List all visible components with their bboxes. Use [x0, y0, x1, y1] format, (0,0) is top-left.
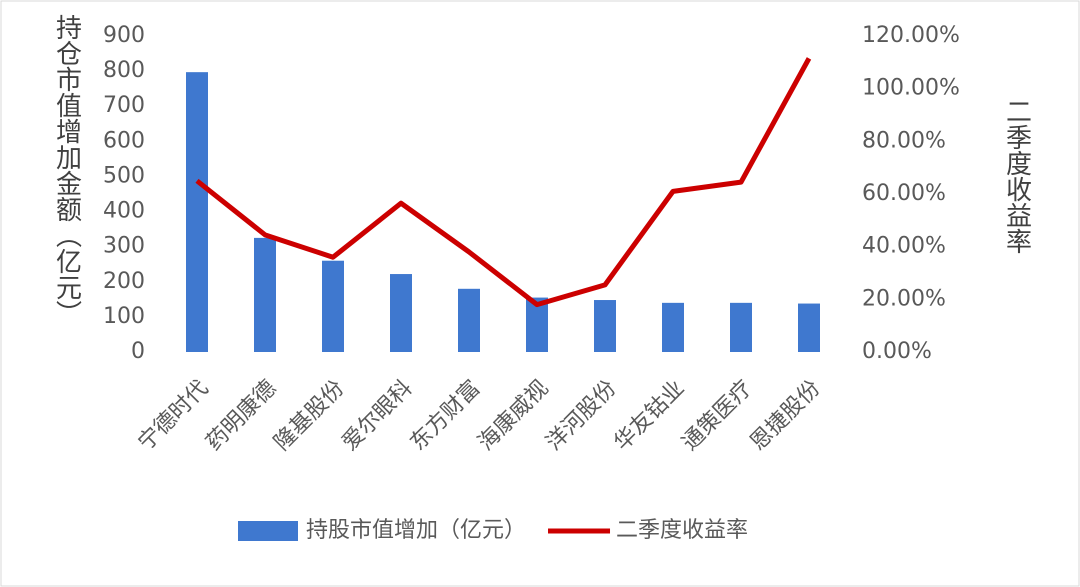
- y2-tick-label: 20.00%: [862, 286, 946, 311]
- y2-tick-label: 60.00%: [862, 181, 946, 206]
- y-axis-title: 持仓市值增加金额（亿元）: [52, 14, 82, 326]
- y-tick-label: 400: [103, 199, 145, 224]
- y-tick-label: 100: [103, 304, 145, 329]
- y2-tick-label: 0.00%: [862, 339, 932, 364]
- bar: [662, 302, 684, 352]
- legend-label: 二季度收益率: [616, 518, 748, 543]
- bar: [254, 237, 276, 352]
- y-tick-label: 0: [131, 339, 145, 364]
- legend-swatch: [238, 521, 298, 541]
- bar: [594, 300, 616, 352]
- y2-tick-label: 100.00%: [862, 76, 960, 101]
- bar: [526, 297, 548, 352]
- y-tick-label: 700: [103, 93, 145, 118]
- y2-tick-label: 80.00%: [862, 128, 946, 153]
- y2-tick-label: 40.00%: [862, 234, 946, 259]
- y-tick-label: 300: [103, 234, 145, 259]
- y2-tick-label: 120.00%: [862, 23, 960, 48]
- y-tick-label: 500: [103, 163, 145, 188]
- bar: [798, 303, 820, 352]
- bar: [390, 274, 412, 352]
- y2-axis-title: 二季度收益率: [1002, 98, 1032, 254]
- y-tick-label: 900: [103, 23, 145, 48]
- bar: [322, 260, 344, 352]
- bar: [186, 72, 208, 353]
- line: [195, 57, 812, 308]
- y-tick-label: 800: [103, 58, 145, 83]
- bar: [730, 302, 752, 352]
- legend-label: 持股市值增加（亿元）: [306, 518, 526, 543]
- y-tick-label: 200: [103, 269, 145, 294]
- bar: [458, 288, 480, 352]
- y-tick-label: 600: [103, 128, 145, 153]
